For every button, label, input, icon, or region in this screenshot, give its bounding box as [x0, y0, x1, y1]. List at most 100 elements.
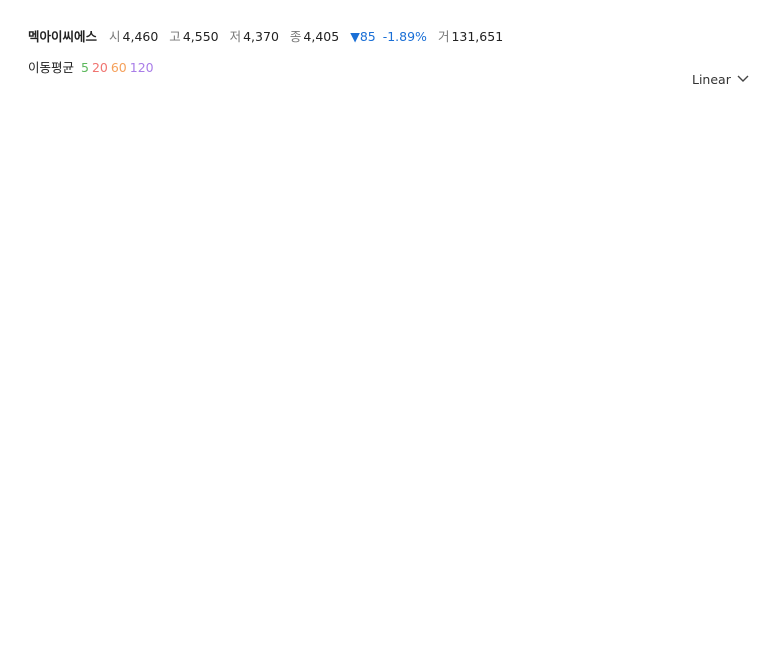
low-value: 4,370	[243, 29, 279, 44]
candle-body	[71, 278, 78, 282]
volume-bar	[18, 589, 25, 593]
volume-bar	[588, 591, 595, 593]
volume-column-bg	[552, 495, 560, 593]
volume-column-bg	[412, 495, 420, 593]
volume-column-bg	[429, 495, 437, 593]
volume-column-bg	[648, 495, 656, 593]
volume-column-bg	[526, 495, 534, 593]
volume-bar	[448, 591, 454, 593]
open-label: 시	[109, 29, 121, 44]
candle-body	[264, 377, 271, 387]
volume-column-bg	[491, 495, 499, 593]
volume-column-bg	[184, 495, 192, 593]
volume-bar	[483, 591, 490, 593]
volume-bar	[369, 590, 376, 593]
candle-body	[299, 395, 306, 412]
volume-column-bg	[561, 495, 569, 593]
volume-column-bg	[263, 495, 271, 593]
volume-bar	[544, 591, 551, 593]
candle-body	[369, 376, 376, 387]
volume-column-bg	[351, 495, 359, 593]
volume-column-bg	[105, 495, 113, 593]
high-value: 4,550	[182, 29, 219, 44]
volume-bar	[474, 592, 481, 593]
y-tick-label: 5,840	[678, 104, 712, 118]
volume-bar	[386, 591, 393, 593]
volume-column-bg	[368, 495, 376, 593]
volume-bar	[150, 591, 157, 593]
ma-line	[12, 117, 653, 431]
min-annotation: 최저 3,405 (37.00%) ▲	[495, 472, 620, 486]
volume-bar	[579, 592, 586, 593]
volume-bar	[334, 592, 341, 593]
candle-body	[518, 418, 525, 440]
candle-body	[535, 420, 542, 426]
candle-body	[316, 409, 323, 415]
change-pct: -1.89%	[382, 29, 427, 44]
volume-column-bg	[175, 495, 183, 593]
volume-bar	[509, 592, 516, 593]
volume-column-bg	[246, 495, 254, 593]
candle-body	[377, 380, 384, 391]
volume-column-bg	[53, 495, 61, 593]
volume-bar	[141, 591, 148, 593]
candle-body	[27, 196, 34, 232]
volume-bar	[404, 591, 411, 593]
candle-body	[553, 424, 560, 429]
candle-body	[561, 423, 568, 428]
volume-column-bg	[324, 495, 332, 593]
volume-bar	[62, 590, 69, 593]
annotation-value: 3,405 (37.00%) ▲	[518, 472, 620, 486]
volume-column-bg	[447, 495, 455, 593]
annotation-label: 최저	[495, 472, 516, 486]
volume-bar	[45, 590, 52, 593]
volume-bar	[36, 590, 43, 593]
volume-column-bg	[596, 495, 604, 593]
volume-bar	[27, 587, 34, 593]
candle-body	[158, 319, 165, 330]
candle-body	[605, 452, 612, 466]
candle-body	[80, 278, 87, 296]
volume-column-bg	[123, 495, 131, 593]
volume-bar	[570, 592, 577, 593]
candle-body	[334, 409, 341, 416]
volume-bar	[123, 590, 130, 593]
candle-body	[132, 326, 139, 334]
candle-body	[404, 387, 411, 407]
volume-column-bg	[535, 495, 543, 593]
stock-name: 멕아이씨에스	[28, 29, 98, 44]
volume-column-bg	[149, 495, 157, 593]
volume-column-bg	[228, 495, 236, 593]
volume-bar	[220, 591, 227, 593]
scale-selector[interactable]: Linear	[692, 72, 749, 87]
volume-bar	[106, 590, 113, 593]
candle-body	[623, 433, 630, 445]
volume-bar	[491, 592, 498, 593]
candle-body	[167, 325, 174, 345]
volume-title: 거래량	[28, 500, 63, 515]
volume-bar	[115, 591, 122, 593]
volume-column-bg	[219, 495, 227, 593]
volume-bar	[395, 591, 402, 593]
x-tick-label: 4월	[337, 599, 356, 613]
volume-bar	[185, 591, 192, 593]
volume-column-bg	[482, 495, 490, 593]
candle-body	[456, 398, 463, 409]
candle-body	[500, 436, 507, 441]
volume-bar	[526, 591, 533, 593]
volume-bar	[176, 591, 183, 593]
volume-column-bg	[605, 495, 613, 593]
volume-column-bg	[167, 495, 175, 593]
volume-bar	[430, 591, 437, 593]
candle-body	[360, 379, 367, 393]
candle-body	[272, 380, 279, 393]
scale-mode[interactable]: Linear	[692, 72, 731, 87]
volume-bar	[10, 588, 16, 593]
volume-bar	[158, 591, 165, 593]
volume-column-bg	[62, 495, 70, 593]
change: 85	[359, 29, 376, 44]
quote-header: 멕아이씨에스 시 4,460 고 4,550 저 4,370 종 4,405 ▼85 -1…	[28, 26, 510, 45]
volume-tick-label: 2.73m	[678, 517, 716, 531]
candle-body	[185, 349, 192, 367]
